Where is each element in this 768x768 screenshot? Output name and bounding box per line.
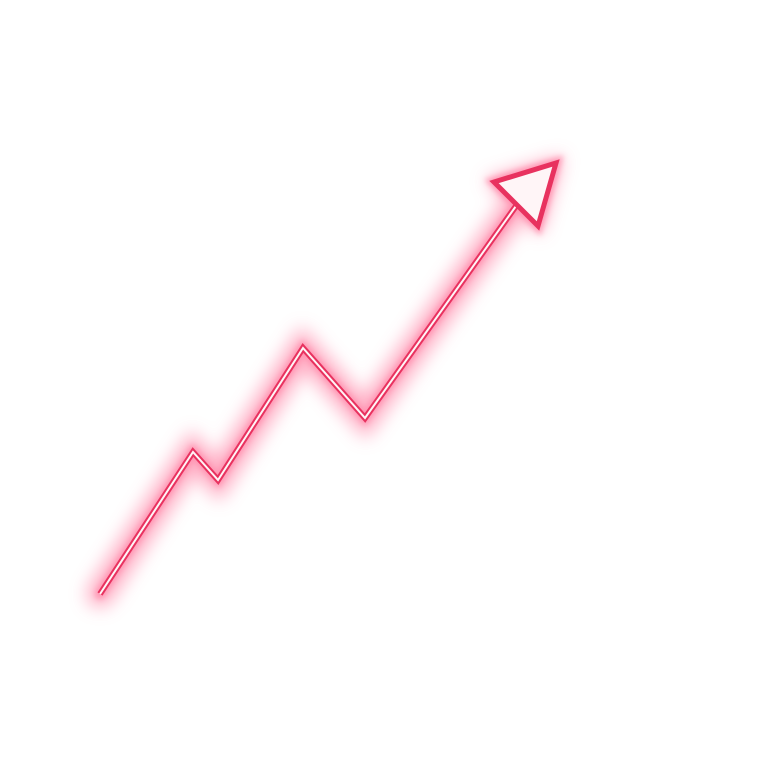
- arrow-head: [489, 159, 560, 231]
- trend-line: [97, 204, 519, 596]
